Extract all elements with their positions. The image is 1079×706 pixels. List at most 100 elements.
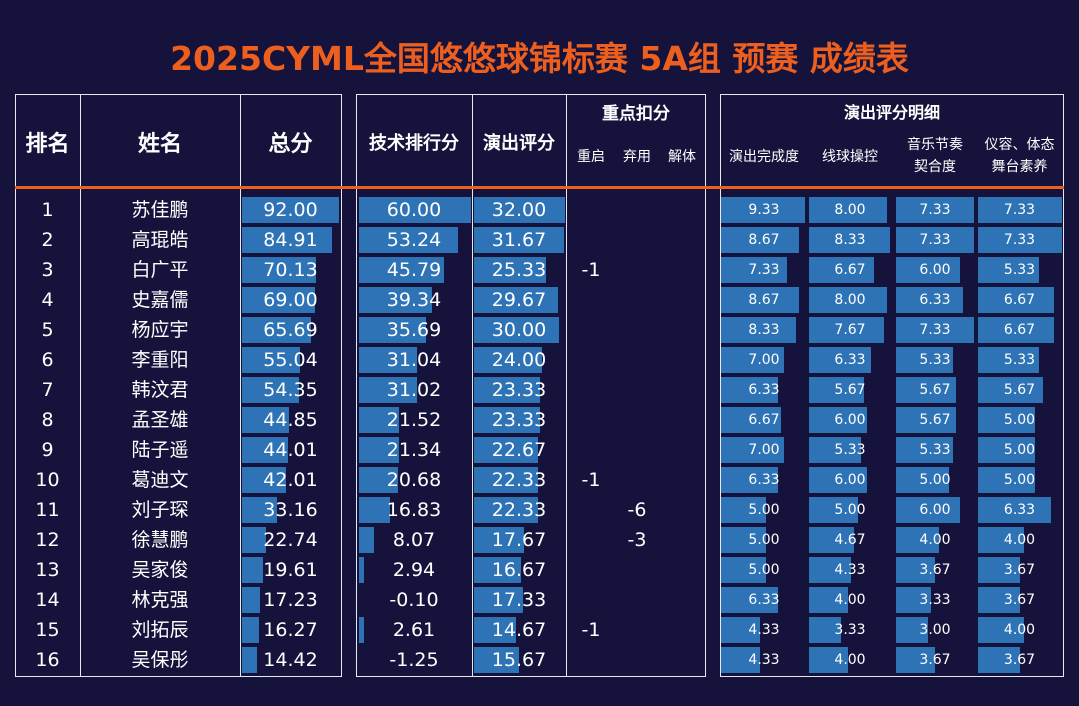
total-value: 54.35: [263, 379, 318, 401]
total-value: 92.00: [263, 199, 318, 221]
rank-cell: 10: [15, 465, 80, 495]
detail-value: 7.00: [748, 352, 780, 368]
name-text: 刘子琛: [131, 499, 189, 521]
perf-cell: 14.67: [472, 615, 566, 645]
perf-cell: 30.00: [472, 315, 566, 345]
detail-cell: 6.67: [975, 315, 1064, 345]
tech-data-bar: [359, 197, 471, 223]
table-row: 6 李重阳 55.04 31.04 24.00 7.00 6.33 5.33 5.33: [0, 345, 1079, 375]
detail-cell: 6.67: [720, 405, 808, 435]
total-value: 84.91: [263, 229, 318, 251]
detail-value: 8.00: [834, 202, 866, 218]
detail-data-bar: [721, 257, 787, 283]
total-data-bar: [242, 287, 315, 313]
header-detail-music-line2: 契合度: [914, 159, 956, 175]
perf-value: 17.67: [491, 529, 547, 551]
detail-value: 5.67: [1003, 382, 1036, 398]
detail-value: 6.67: [1003, 292, 1036, 308]
detail-cell: 7.33: [975, 195, 1064, 225]
rank-cell: 15: [15, 615, 80, 645]
tech-value: 53.24: [386, 229, 442, 251]
detail-data-bar: [721, 497, 767, 523]
perf-data-bar: [474, 317, 560, 343]
perf-data-bar: [474, 377, 541, 403]
deduction-value: -1: [581, 259, 601, 281]
detail-data-bar: [721, 377, 778, 403]
detail-data-bar: [809, 467, 868, 493]
tech-cell: 35.69: [356, 315, 472, 345]
detail-cell: 6.67: [975, 285, 1064, 315]
detail-value: 5.67: [919, 382, 951, 398]
detail-data-bar: [721, 527, 767, 553]
detail-cell: 3.67: [975, 585, 1064, 615]
header-deduction-restart: 重启: [577, 149, 605, 165]
total-data-bar: [242, 527, 266, 553]
detail-cell: 5.33: [975, 345, 1064, 375]
detail-value: 5.00: [834, 502, 866, 518]
detail-cell: 8.67: [720, 225, 808, 255]
detail-cell: 6.00: [806, 465, 894, 495]
detail-value: 6.67: [834, 262, 866, 278]
detail-cell: 4.33: [720, 645, 808, 675]
total-data-bar: [242, 437, 289, 463]
total-cell: 16.27: [240, 615, 341, 645]
total-cell: 69.00: [240, 285, 341, 315]
detail-cell: 5.67: [975, 375, 1064, 405]
perf-value: 30.00: [491, 319, 547, 341]
rank-text: 5: [41, 319, 54, 341]
perf-data-bar: [474, 647, 519, 673]
total-cell: 44.01: [240, 435, 341, 465]
detail-value: 3.33: [834, 622, 866, 638]
detail-cell: 7.33: [720, 255, 808, 285]
tech-data-bar: [359, 227, 459, 253]
name-text: 孟圣雄: [131, 409, 189, 431]
detail-data-bar: [978, 347, 1040, 373]
tech-value: 45.79: [386, 259, 442, 281]
detail-value: 8.67: [748, 232, 780, 248]
name-cell: 白广平: [80, 255, 240, 285]
detail-cell: 4.33: [806, 555, 894, 585]
name-text: 史嘉儒: [131, 289, 189, 311]
detail-value: 9.33: [748, 202, 780, 218]
tech-value: 8.07: [392, 529, 436, 551]
perf-data-bar: [474, 407, 541, 433]
detail-value: 5.00: [748, 532, 780, 548]
detail-data-bar: [896, 527, 939, 553]
name-text: 葛迪文: [131, 469, 189, 491]
total-cell: 14.42: [240, 645, 341, 675]
total-value: 69.00: [263, 289, 318, 311]
detail-value: 3.67: [919, 562, 951, 578]
perf-cell: 23.33: [472, 375, 566, 405]
detail-cell: 6.33: [720, 375, 808, 405]
perf-data-bar: [474, 587, 524, 613]
detail-cell: 5.00: [893, 465, 977, 495]
detail-cell: 5.00: [720, 525, 808, 555]
detail-cell: 5.33: [975, 255, 1064, 285]
detail-value: 5.33: [834, 442, 866, 458]
detail-data-bar: [721, 437, 785, 463]
header-rank: 排名: [25, 132, 70, 157]
detail-value: 6.00: [834, 412, 866, 428]
perf-cell: 22.33: [472, 495, 566, 525]
detail-cell: 6.00: [893, 255, 977, 285]
tech-data-bar: [359, 437, 399, 463]
detail-value: 5.67: [834, 382, 866, 398]
detail-value: 4.33: [748, 652, 780, 668]
detail-data-bar: [721, 407, 782, 433]
tech-cell: 31.04: [356, 345, 472, 375]
detail-data-bar: [896, 647, 936, 673]
total-value: 16.27: [263, 619, 318, 641]
detail-data-bar: [896, 587, 932, 613]
detail-data-bar: [809, 347, 871, 373]
detail-data-bar: [896, 377, 957, 403]
name-cell: 高琨皓: [80, 225, 240, 255]
tech-cell: 45.79: [356, 255, 472, 285]
tech-data-bar: [359, 347, 417, 373]
detail-data-bar: [809, 377, 865, 403]
tech-value: 35.69: [386, 319, 442, 341]
detail-data-bar: [978, 497, 1051, 523]
detail-value: 6.33: [919, 292, 951, 308]
detail-value: 7.33: [919, 202, 951, 218]
perf-value: 31.67: [491, 229, 547, 251]
total-data-bar: [242, 227, 332, 253]
